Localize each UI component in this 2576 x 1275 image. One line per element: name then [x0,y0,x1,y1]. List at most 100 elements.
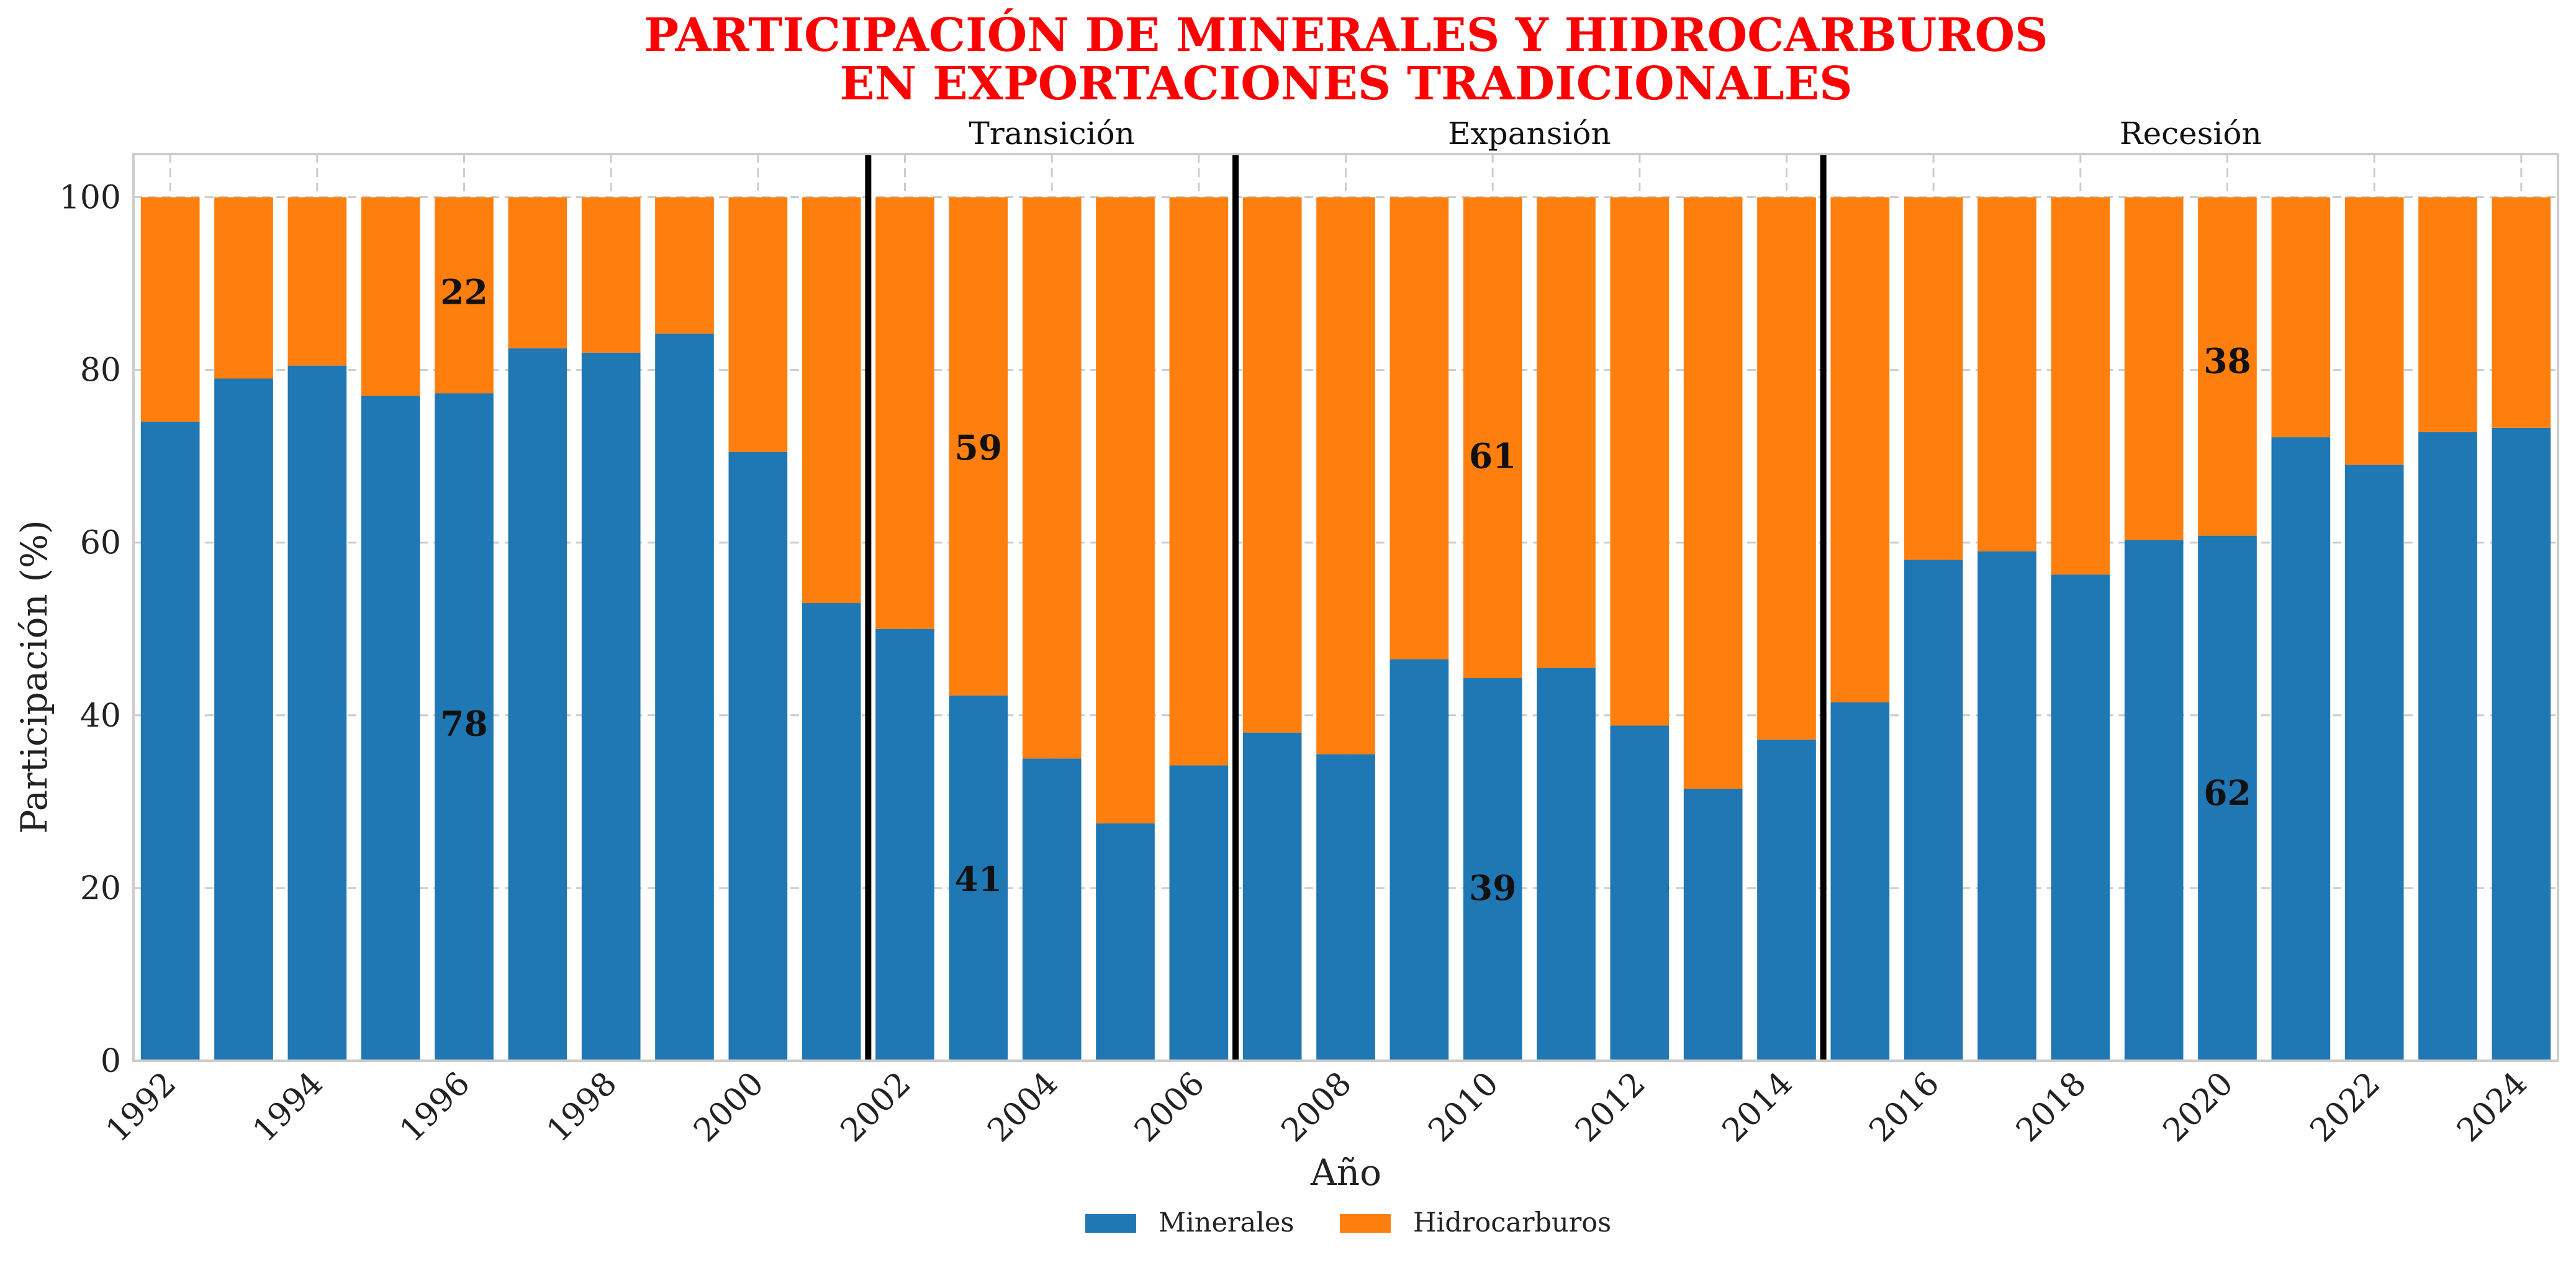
bar-minerales-1997 [508,348,567,1061]
bar-hidrocarburos-2003 [949,197,1008,696]
bar-minerales-1994 [287,365,347,1061]
bar-hidrocarburos-2014 [1757,197,1816,740]
bar-minerales-1995 [361,396,420,1061]
bar-hidrocarburos-2023 [2418,197,2477,432]
y-tick-label: 80 [80,352,121,389]
bar-hidrocarburos-2021 [2271,197,2331,438]
period-dividers [865,154,1827,1061]
legend-label-minerales: Minerales [1159,1207,1294,1238]
chart-title-line-1: PARTICIPACIÓN DE MINERALES Y HIDROCARBUR… [644,7,2048,62]
bar-minerales-2007 [1242,732,1302,1061]
bar-minerales-2011 [1537,668,1596,1061]
chart-title-line-2: EN EXPORTACIONES TRADICIONALES [839,57,1852,111]
bar-minerales-2021 [2271,437,2331,1061]
bar-hidrocarburos-1994 [287,197,347,366]
bar-hidrocarburos-1997 [508,197,567,348]
bar-minerales-1992 [140,422,200,1061]
bar-minerales-2017 [1977,551,2036,1061]
bar-minerales-2020 [2198,535,2257,1061]
bar-hidrocarburos-2013 [1683,197,1743,789]
bar-hidrocarburos-2000 [728,197,788,452]
bar-minerales-2024 [2492,427,2551,1061]
bar-hidrocarburos-2008 [1316,197,1375,755]
data-label: 59 [955,427,1003,468]
bar-hidrocarburos-1995 [361,197,420,396]
bar-hidrocarburos-2017 [1977,197,2036,551]
bar-hidrocarburos-2010 [1463,197,1522,679]
bar-hidrocarburos-2016 [1904,197,1963,560]
data-label: 61 [1469,436,1517,476]
bar-hidrocarburos-2002 [875,197,934,629]
legend-label-hidrocarburos: Hidrocarburos [1413,1207,1611,1238]
bar-hidrocarburos-2020 [2198,197,2257,536]
y-tick-label: 100 [60,179,121,217]
bar-hidrocarburos-2001 [802,197,861,604]
bar-minerales-2010 [1463,678,1522,1061]
bar-hidrocarburos-2012 [1610,197,1670,726]
bar-minerales-2009 [1390,659,1449,1061]
bar-minerales-1996 [435,393,494,1061]
x-tick-label: 2016 [1862,1065,1946,1150]
bar-minerales-2003 [949,695,1008,1061]
bar-hidrocarburos-1998 [581,197,641,353]
x-tick-label: 2024 [2450,1065,2534,1150]
x-tick-label: 2008 [1275,1065,1359,1150]
bar-minerales-1993 [214,378,273,1061]
bar-minerales-2023 [2418,432,2477,1061]
bar-minerales-2013 [1683,789,1743,1061]
period-labels: Transición Expansión Recesión [940,106,2284,153]
bar-minerales-2006 [1169,765,1229,1061]
y-tick-label: 40 [80,697,121,735]
bar-minerales-2001 [802,603,861,1061]
y-tick-label: 60 [80,525,121,562]
legend-swatch-minerales [1085,1214,1136,1233]
x-tick-label: 2010 [1421,1065,1506,1150]
y-axis-label: Participación (%) [13,520,55,833]
bar-hidrocarburos-1992 [140,197,200,422]
plot-frame [132,153,2559,1062]
period-label-bg [2098,106,2284,153]
bar-minerales-1998 [581,352,641,1061]
x-tick-label: 2004 [980,1065,1065,1150]
legend: Minerales Hidrocarburos [1085,1207,1611,1238]
x-tick-label: 2018 [2009,1065,2094,1150]
bar-hidrocarburos-2004 [1022,197,1082,759]
bar-minerales-2005 [1096,823,1155,1061]
bar-minerales-2012 [1610,725,1670,1061]
bar-minerales-2016 [1904,560,1963,1061]
bar-hidrocarburos-2024 [2492,197,2551,428]
bar-minerales-2015 [1830,702,1890,1061]
bar-minerales-2004 [1022,758,1082,1061]
data-label: 78 [440,704,488,744]
data-label: 62 [2203,773,2251,813]
bar-hidrocarburos-2018 [2051,197,2110,575]
bar-minerales-2018 [2051,574,2110,1061]
bar-hidrocarburos-2015 [1830,197,1890,702]
data-labels: 22 78 59 41 61 39 38 62 [440,271,2251,907]
x-tick-label: 1994 [246,1065,330,1150]
bar-hidrocarburos-2007 [1242,197,1302,733]
x-tick-label: 2014 [1715,1065,1800,1150]
x-tick-label: 2000 [687,1065,771,1150]
bar-minerales-2000 [728,451,788,1061]
bar-hidrocarburos-1999 [655,197,714,334]
bar-hidrocarburos-2011 [1537,197,1596,668]
x-tick-label: 1996 [393,1065,477,1150]
bar-hidrocarburos-2006 [1169,197,1229,766]
data-label: 39 [1469,868,1517,908]
y-tick-label: 20 [80,870,121,907]
x-tick-label: 2022 [2303,1065,2387,1150]
bar-minerales-2014 [1757,739,1816,1061]
bar-hidrocarburos-2022 [2344,197,2404,465]
data-label: 41 [955,859,1003,899]
x-tick-label: 2012 [1568,1065,1653,1150]
period-label-bg [1427,106,1632,153]
bar-minerales-1999 [655,333,714,1061]
period-label-bg [940,106,1164,153]
x-tick-label: 1998 [540,1065,624,1150]
data-label: 38 [2203,341,2251,381]
bar-hidrocarburos-1996 [435,197,494,394]
bar-minerales-2019 [2124,540,2184,1061]
bars-layer [140,197,2551,1061]
